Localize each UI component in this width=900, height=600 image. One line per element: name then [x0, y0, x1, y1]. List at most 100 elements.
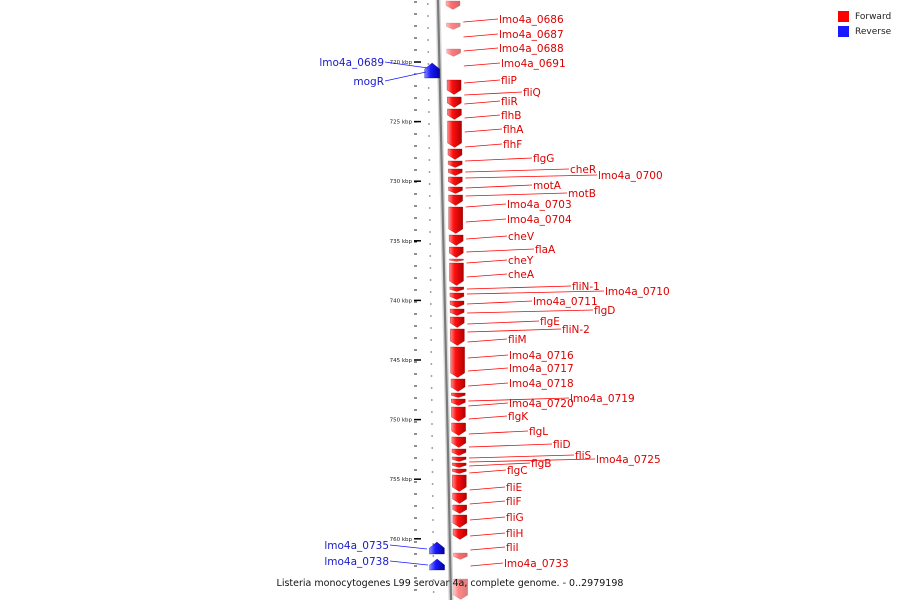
gene-leader-line — [463, 62, 501, 67]
forward-gene-label[interactable]: lmo4a_0704 — [507, 214, 572, 226]
forward-gene — [451, 392, 466, 398]
gene-leader-line — [465, 203, 507, 208]
forward-gene-label[interactable]: fliN-1 — [572, 281, 600, 293]
forward-gene-label[interactable]: flhB — [501, 110, 521, 122]
forward-gene-label[interactable]: fliI — [506, 542, 519, 554]
forward-gene-label[interactable]: lmo4a_0725 — [596, 454, 661, 466]
forward-gene — [447, 160, 463, 168]
forward-gene-label[interactable]: flgE — [540, 316, 560, 328]
reverse-gene-label[interactable]: mogR — [353, 76, 384, 88]
gene-leader-line — [463, 47, 499, 52]
forward-gene-label[interactable]: fliH — [506, 528, 523, 540]
forward-gene-label[interactable]: lmo4a_0686 — [499, 14, 564, 26]
scale-label: 745 kbp — [390, 358, 413, 364]
forward-gene-label[interactable]: flgG — [533, 153, 554, 165]
forward-gene-label[interactable]: flgB — [531, 458, 551, 470]
forward-gene-label[interactable]: fliS — [575, 450, 592, 462]
reverse-swatch — [838, 26, 849, 37]
forward-gene-label[interactable]: flgC — [507, 465, 528, 477]
forward-gene-label[interactable]: cheA — [508, 269, 535, 281]
forward-gene — [446, 48, 461, 57]
forward-gene — [446, 79, 462, 95]
gene-leader-line — [467, 367, 509, 372]
forward-gene-label[interactable]: lmo4a_0688 — [499, 43, 564, 55]
forward-gene-label[interactable]: fliR — [501, 96, 518, 108]
gene-leader-line — [469, 500, 506, 505]
forward-gene-label[interactable]: cheV — [508, 231, 535, 243]
forward-gene-label[interactable]: fliD — [553, 439, 571, 451]
forward-gene — [447, 148, 463, 160]
forward-gene-label[interactable]: cheY — [508, 255, 534, 267]
forward-gene-label[interactable]: lmo4a_0700 — [598, 170, 663, 182]
gene-leader-line — [469, 469, 507, 474]
forward-gene — [451, 436, 466, 448]
gene-leader-line — [470, 562, 504, 567]
gene-leader-line — [464, 79, 501, 84]
forward-gene-label[interactable]: lmo4a_0711 — [533, 296, 598, 308]
forward-gene — [446, 22, 461, 30]
scale-label: 735 kbp — [390, 239, 413, 245]
gene-leader-line — [469, 454, 575, 459]
gene-leader-line — [469, 486, 506, 491]
gene-leader-line — [467, 328, 562, 333]
reverse-gene-label[interactable]: lmo4a_0735 — [324, 540, 389, 552]
forward-gene-label[interactable]: lmo4a_0691 — [501, 58, 566, 70]
forward-gene-label[interactable]: fliM — [508, 334, 527, 346]
forward-gene — [452, 504, 467, 514]
gene-leader-line — [465, 157, 533, 162]
forward-gene-label[interactable]: fliQ — [523, 87, 541, 99]
forward-gene — [451, 406, 466, 422]
gene-leader-line — [468, 382, 509, 387]
gene-leader-line — [468, 397, 570, 402]
forward-gene-label[interactable]: lmo4a_0718 — [509, 378, 574, 390]
forward-gene-label[interactable]: cheR — [570, 164, 596, 176]
gene-leader-line — [466, 273, 508, 278]
forward-gene — [452, 474, 467, 492]
forward-gene — [449, 286, 464, 292]
forward-gene-label[interactable]: lmo4a_0717 — [509, 363, 574, 375]
forward-gene-label[interactable]: lmo4a_0733 — [504, 558, 569, 570]
gene-leader-line — [464, 143, 503, 148]
gene-leader-line — [466, 235, 508, 240]
forward-gene-label[interactable]: flaA — [535, 244, 556, 256]
forward-gene-label[interactable]: flgK — [508, 411, 529, 423]
gene-leader-line — [467, 354, 509, 359]
forward-gene — [450, 346, 465, 378]
reverse-gene — [424, 62, 440, 79]
forward-gene — [447, 120, 462, 148]
forward-gene-label[interactable]: lmo4a_0687 — [499, 29, 564, 41]
forward-gene-label[interactable]: motA — [533, 180, 562, 192]
gene-leader-line — [463, 18, 499, 23]
genome-caption: Listeria monocytogenes L99 serovar 4a, c… — [276, 578, 624, 589]
forward-swatch — [838, 11, 849, 22]
scale-label: 755 kbp — [390, 477, 413, 483]
gene-leader-line — [467, 309, 594, 314]
forward-gene-label[interactable]: flhA — [503, 124, 524, 136]
forward-gene-label[interactable]: motB — [568, 188, 596, 200]
forward-gene — [447, 108, 462, 120]
forward-gene-label[interactable]: fliG — [506, 512, 524, 524]
forward-gene-label[interactable]: fliE — [506, 482, 522, 494]
reverse-label: Reverse — [855, 26, 892, 37]
forward-gene-label[interactable]: lmo4a_0703 — [507, 199, 572, 211]
reverse-gene-label[interactable]: lmo4a_0738 — [324, 556, 389, 568]
forward-gene-label[interactable]: lmo4a_0720 — [509, 398, 574, 410]
forward-gene-label[interactable]: fliF — [506, 496, 522, 508]
forward-gene-label[interactable]: fliN-2 — [562, 324, 590, 336]
forward-gene-label[interactable]: lmo4a_0716 — [509, 350, 574, 362]
forward-gene-label[interactable]: lmo4a_0719 — [570, 393, 635, 405]
legend-item-reverse: Reverse — [838, 24, 891, 39]
scale-label: 730 kbp — [390, 179, 413, 185]
gene-leader-line — [464, 114, 501, 119]
forward-gene-label[interactable]: flhF — [503, 139, 522, 151]
forward-gene-label[interactable]: fliP — [501, 75, 517, 87]
forward-gene-label[interactable]: flgD — [594, 305, 615, 317]
forward-gene — [451, 456, 467, 462]
forward-gene — [451, 422, 466, 436]
forward-gene-label[interactable]: flgL — [529, 426, 548, 438]
forward-label: Forward — [855, 11, 892, 22]
gene-leader-line — [469, 458, 596, 463]
forward-gene-label[interactable]: lmo4a_0710 — [605, 286, 670, 298]
legend-item-forward: Forward — [838, 9, 891, 24]
reverse-gene-label[interactable]: lmo4a_0689 — [319, 57, 384, 69]
